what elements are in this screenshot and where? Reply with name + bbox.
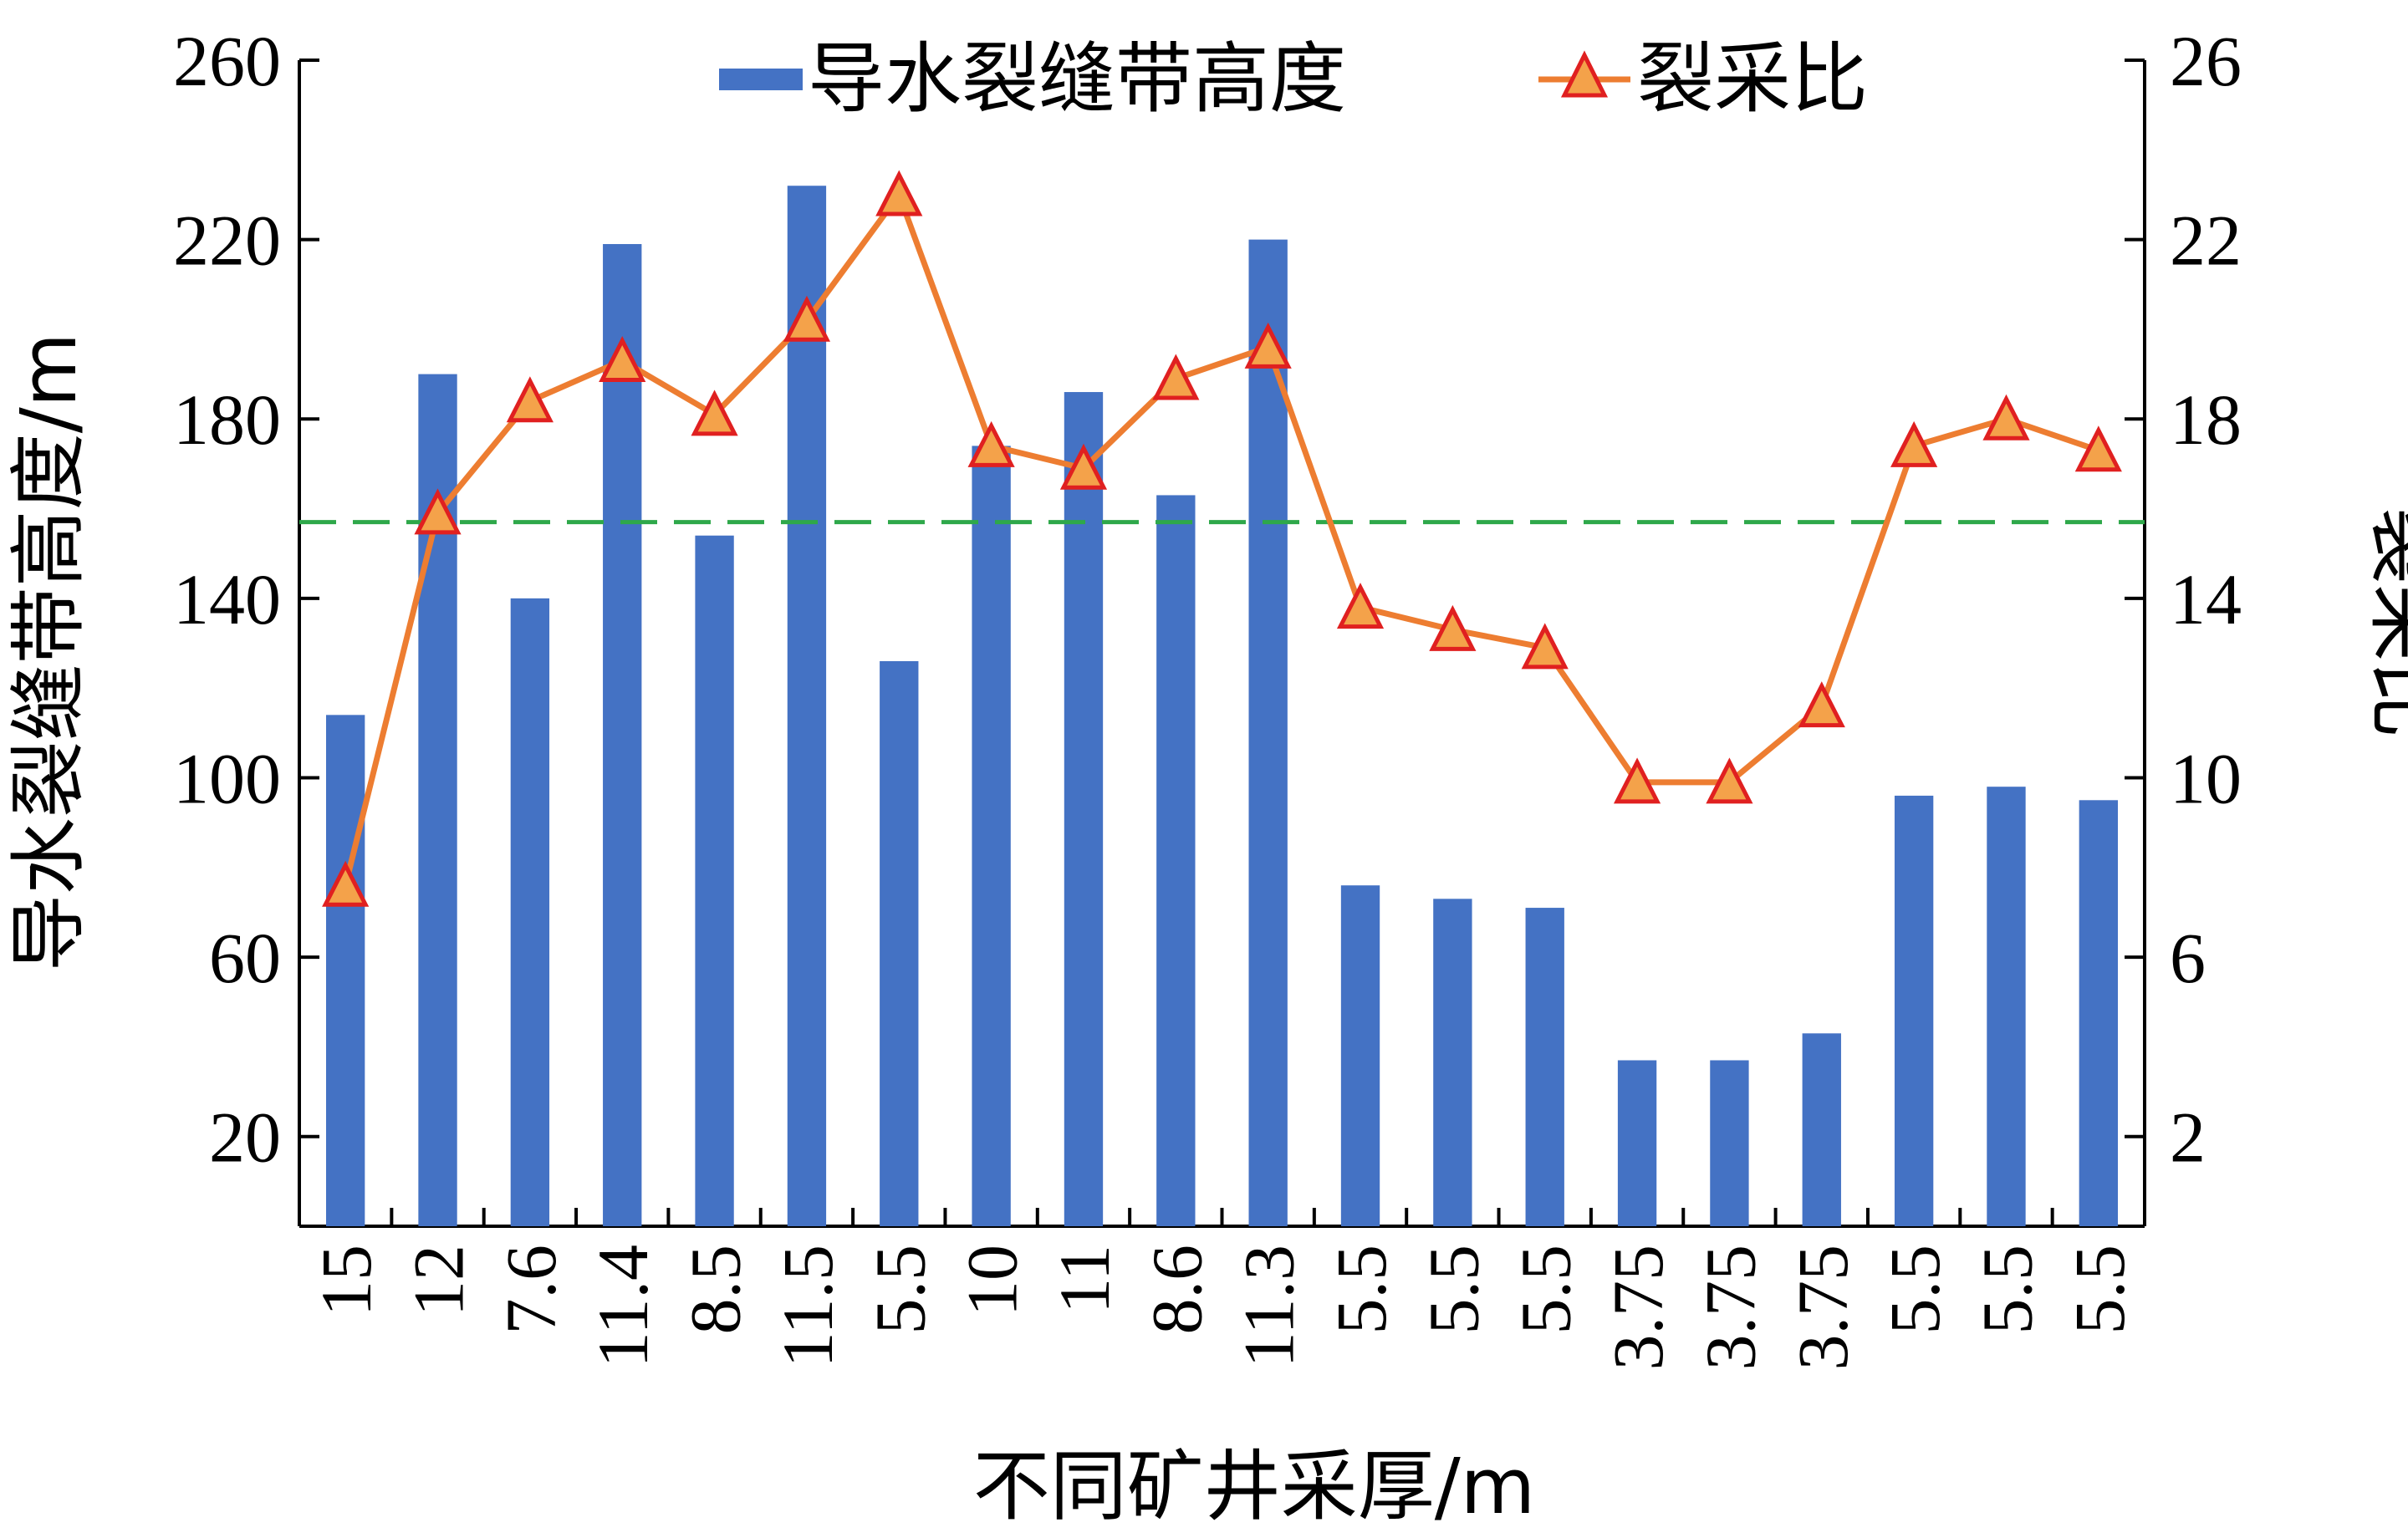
y2-tick-label: 2: [2170, 1097, 2206, 1178]
x-tick-label: 11.4: [583, 1245, 663, 1367]
bar: [787, 186, 827, 1227]
plot-frame: [298, 60, 2146, 1228]
data-point: [1890, 420, 1938, 467]
legend-line-marker: [1560, 50, 1609, 98]
data-point: [1706, 757, 1753, 804]
data-point: [967, 420, 1015, 467]
data-point: [414, 488, 462, 535]
y-tick-label: 100: [173, 738, 281, 818]
bar-series: [326, 186, 2118, 1227]
bar: [1525, 908, 1564, 1226]
data-point: [1613, 757, 1661, 804]
data-point: [1798, 681, 1845, 728]
x-tick-label: 15: [306, 1245, 386, 1316]
x-tick-label: 5.5: [1506, 1245, 1586, 1335]
bar: [972, 446, 1011, 1226]
x-tick-label: 12: [399, 1245, 479, 1316]
x-axis-title: 不同矿井采厚/m: [973, 1442, 1536, 1531]
x-tick-label: 11.3: [1229, 1245, 1309, 1367]
y-tick-label: 220: [173, 201, 281, 281]
bar: [1433, 899, 1472, 1226]
legend-bar-label: 导水裂缝带高度: [808, 34, 1346, 124]
bar: [1894, 795, 1934, 1226]
data-point: [1152, 354, 1200, 400]
y2-tick-label: 26: [2170, 21, 2242, 101]
y2-axis-title: 裂采比: [2360, 507, 2408, 738]
legend-bar-swatch: [719, 69, 803, 90]
x-tick-label: 3.75: [1783, 1245, 1863, 1371]
bar: [1064, 392, 1104, 1226]
data-point: [2074, 425, 2122, 472]
bar: [2079, 800, 2118, 1226]
data-point: [1521, 623, 1569, 670]
x-tick-label: 7.6: [491, 1245, 571, 1335]
x-tick-label: 5.5: [2059, 1245, 2140, 1335]
x-tick-label: 5.5: [1875, 1245, 1955, 1335]
data-point: [506, 376, 554, 423]
bar: [1248, 239, 1288, 1227]
y-tick-label: 140: [173, 559, 281, 639]
data-point: [322, 860, 370, 907]
x-tick-label: 8.6: [1136, 1245, 1217, 1335]
y2-tick-label: 18: [2170, 379, 2242, 460]
bar: [326, 715, 365, 1226]
legend: 导水裂缝带高度 裂采比: [719, 34, 1868, 124]
x-tick-label: 5.5: [1321, 1245, 1401, 1335]
y2-tick-label: 10: [2170, 738, 2242, 818]
data-point: [1982, 394, 2030, 441]
x-tick-label: 11: [1044, 1245, 1125, 1314]
bar: [1710, 1060, 1749, 1226]
legend-line-label: 裂采比: [1637, 34, 1868, 124]
bar: [1340, 885, 1380, 1226]
data-point: [599, 335, 646, 382]
bar: [510, 598, 550, 1226]
x-tick-label: 10: [952, 1245, 1033, 1316]
y2-tick-label: 22: [2170, 201, 2242, 281]
y-axis-title: 导水裂缝带高度/m: [4, 333, 94, 972]
x-tick-label: 5.5: [1413, 1245, 1493, 1335]
y-tick-label: 180: [173, 379, 281, 460]
data-point: [1059, 443, 1108, 490]
y-tick-label: 60: [209, 918, 281, 998]
y2-tick-label: 14: [2170, 559, 2242, 639]
data-point: [691, 390, 738, 436]
x-axis-ticks: 15 12 7.6 11.4 8.5 11.5 5.5 10 11 8.6 11.3 5.5 5.5 5.…: [306, 1208, 2140, 1371]
x-tick-label: 5.5: [1967, 1245, 2047, 1335]
bar: [880, 660, 919, 1226]
x-tick-label: 8.5: [676, 1245, 756, 1335]
x-tick-label: 11.5: [768, 1245, 848, 1367]
x-tick-label: 3.75: [1598, 1245, 1678, 1371]
x-tick-label: 5.5: [860, 1245, 940, 1335]
x-tick-label: 3.75: [1690, 1245, 1770, 1371]
y2-tick-label: 6: [2170, 918, 2206, 998]
data-point: [1244, 322, 1292, 369]
bar: [603, 243, 642, 1227]
bar: [1156, 495, 1196, 1226]
data-point: [1429, 604, 1477, 651]
bar: [695, 535, 734, 1226]
y-tick-label: 260: [173, 21, 281, 101]
bar: [1802, 1033, 1841, 1226]
data-point: [1336, 583, 1385, 629]
bar: [1987, 787, 2026, 1226]
left-axis-ticks: 20 60 100 140 180 220 260: [173, 21, 319, 1178]
bar: [1617, 1060, 1657, 1226]
data-point: [783, 295, 831, 342]
y-tick-label: 20: [209, 1097, 281, 1178]
data-point: [875, 170, 923, 216]
line-markers: [322, 170, 2122, 907]
